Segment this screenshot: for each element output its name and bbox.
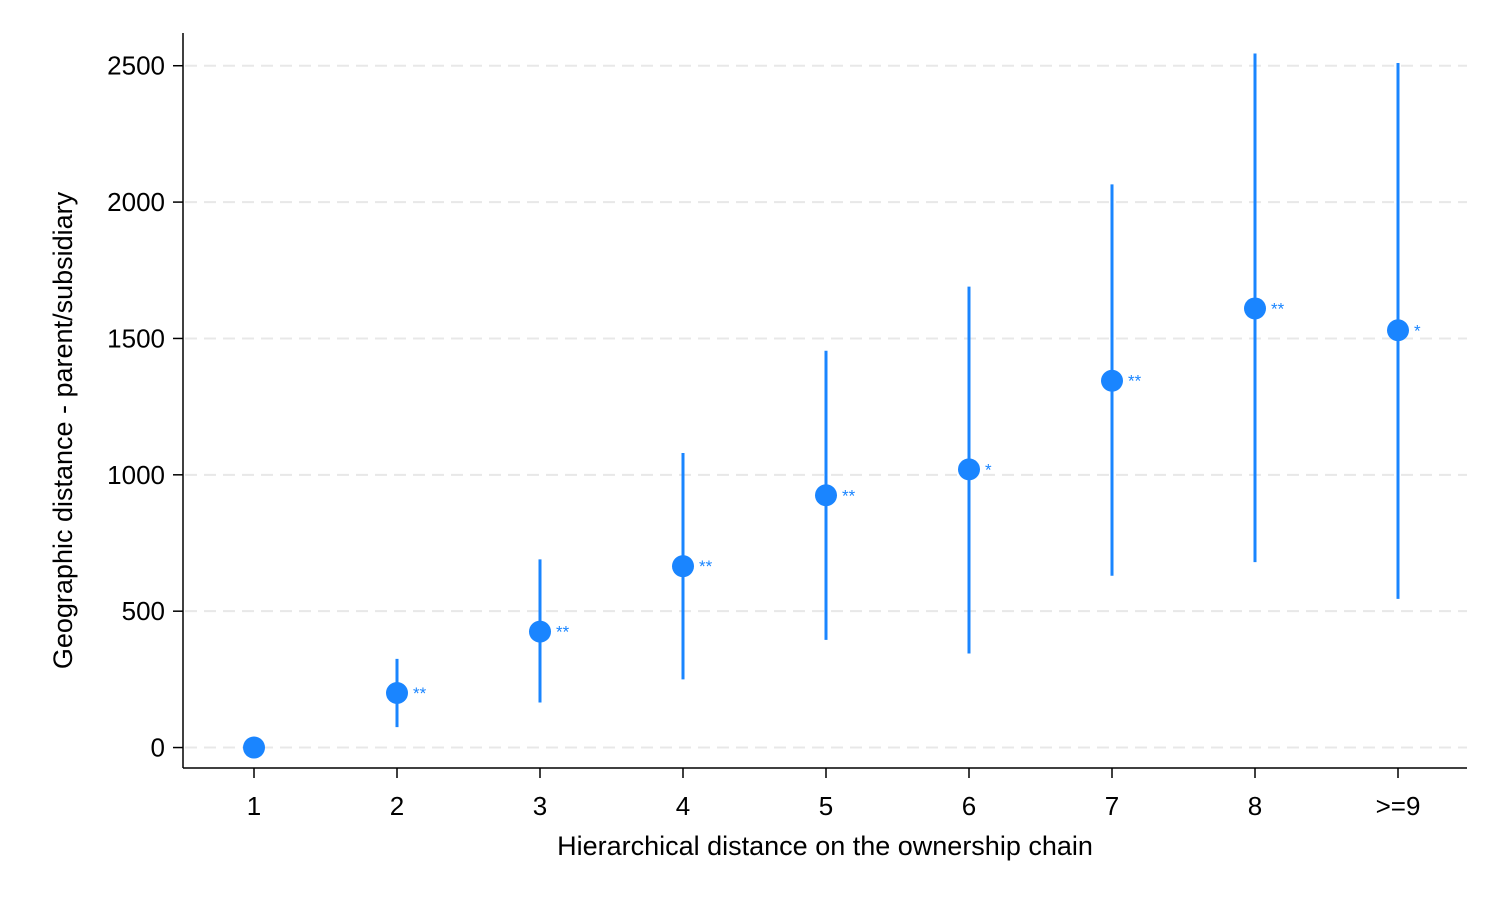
- significance-label: **: [842, 486, 856, 505]
- estimate-point: [386, 682, 408, 704]
- estimate-point: [529, 620, 551, 643]
- y-axis-title: Geographic distance - parent/subsidiary: [48, 191, 78, 669]
- x-tick-label: 3: [533, 791, 547, 821]
- x-ticks: 1 2 3 4 5 6 7 8 >=9: [247, 768, 1421, 821]
- y-tick-label: 500: [122, 596, 165, 626]
- x-tick-label: 6: [962, 791, 976, 821]
- y-tick-label: 2500: [107, 51, 165, 81]
- x-tick-label: 2: [390, 791, 404, 821]
- x-tick-label: 7: [1105, 791, 1119, 821]
- y-tick-label: 2000: [107, 187, 165, 217]
- estimate-point: [1244, 297, 1266, 320]
- significance-label: *: [1414, 321, 1421, 340]
- x-tick-label: 1: [247, 791, 261, 821]
- significance-label: **: [556, 623, 570, 642]
- estimate-point: [958, 458, 980, 481]
- y-tick-label: 0: [151, 733, 165, 763]
- significance-label: **: [413, 684, 427, 703]
- estimate-point: [672, 555, 694, 578]
- x-tick-label: 8: [1248, 791, 1262, 821]
- significance-label: *: [985, 460, 992, 479]
- y-tick-label: 1000: [107, 460, 165, 490]
- estimate-point: [1101, 369, 1123, 392]
- x-tick-label: >=9: [1376, 791, 1421, 821]
- significance-label: **: [699, 557, 713, 576]
- estimates-series: **************: [243, 53, 1421, 759]
- estimate-point: [1387, 319, 1409, 342]
- x-tick-label: 5: [819, 791, 833, 821]
- x-axis-title: Hierarchical distance on the ownership c…: [557, 831, 1093, 861]
- significance-label: **: [1271, 299, 1285, 318]
- y-ticks: 0 500 1000 1500 2000 2500: [107, 51, 183, 763]
- x-tick-label: 4: [676, 791, 690, 821]
- y-tick-label: 1500: [107, 323, 165, 353]
- gridlines: [185, 64, 1467, 749]
- estimate-point: [243, 736, 265, 759]
- significance-label: **: [1128, 372, 1142, 391]
- estimate-point: [815, 484, 837, 507]
